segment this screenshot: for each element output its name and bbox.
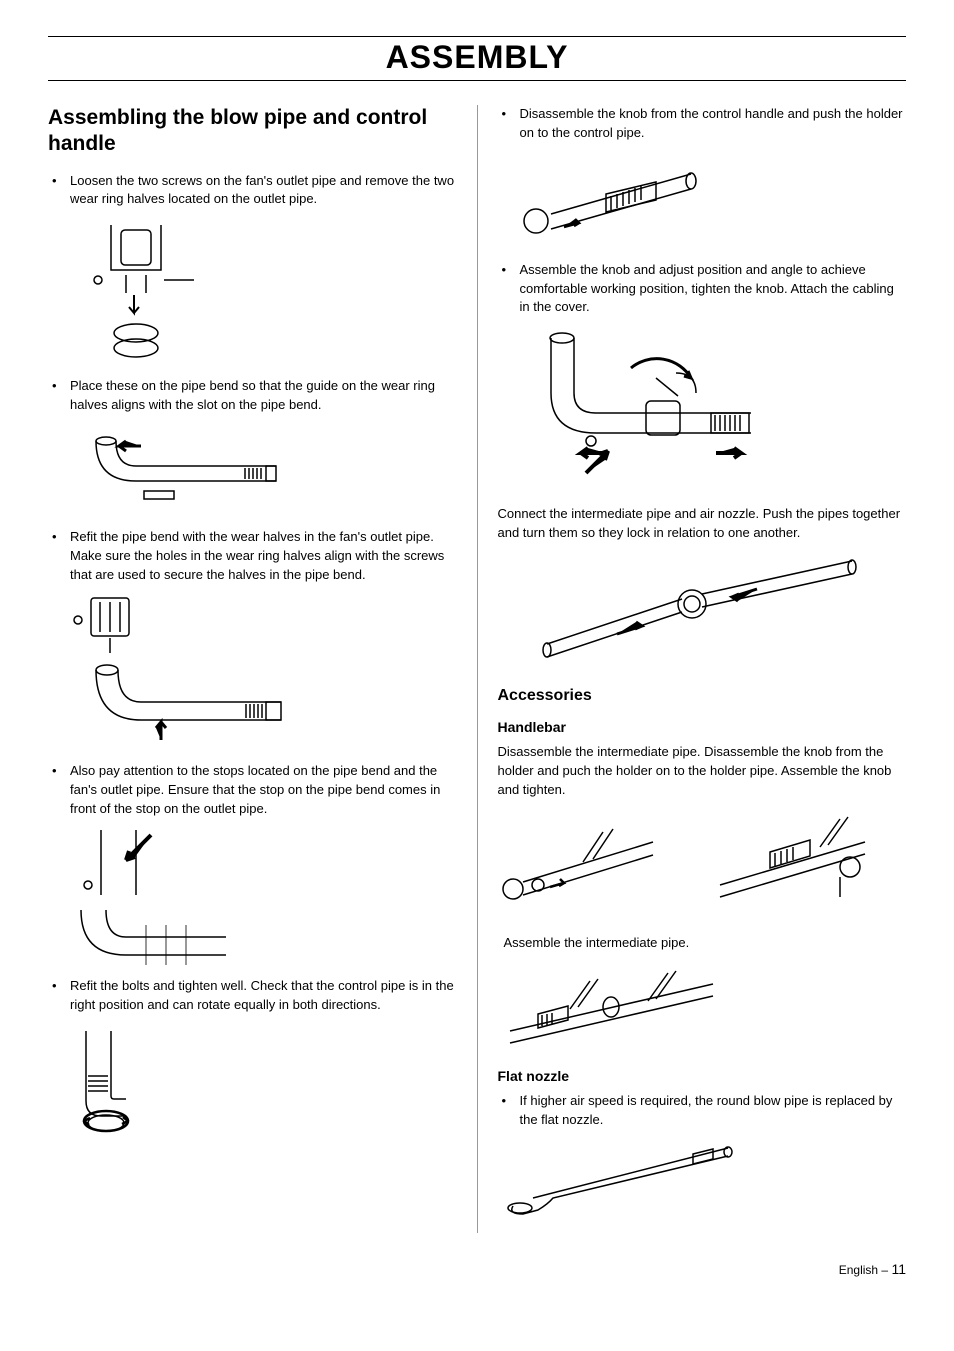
right-column: • Disassemble the knob from the control … bbox=[477, 105, 907, 1233]
bullet-icon: • bbox=[498, 1092, 520, 1130]
footer-sep: – bbox=[881, 1263, 888, 1277]
step-text: Assemble the knob and adjust position an… bbox=[520, 261, 907, 318]
list-item: • Disassemble the knob from the control … bbox=[498, 105, 907, 143]
page-title: ASSEMBLY bbox=[48, 39, 906, 81]
list-item: • Assemble the knob and adjust position … bbox=[498, 261, 907, 318]
figure-pipe-bend bbox=[66, 421, 457, 516]
list-item: • Refit the pipe bend with the wear halv… bbox=[48, 528, 457, 585]
diagram-icon bbox=[66, 421, 296, 516]
left-steps: • Place these on the pipe bend so that t… bbox=[48, 377, 457, 415]
assemble-intermediate-text: Assemble the intermediate pipe. bbox=[504, 934, 907, 953]
figure-handlebar-2 bbox=[710, 807, 906, 922]
figure-rotate bbox=[66, 1021, 457, 1141]
left-column: Assembling the blow pipe and control han… bbox=[48, 105, 477, 1233]
list-item: • Place these on the pipe bend so that t… bbox=[48, 377, 457, 415]
diagram-icon bbox=[516, 149, 716, 249]
flat-nozzle-heading: Flat nozzle bbox=[498, 1068, 907, 1084]
diagram-icon bbox=[66, 1021, 146, 1141]
step-text: Also pay attention to the stops located … bbox=[70, 762, 457, 819]
step-text: Refit the pipe bend with the wear halves… bbox=[70, 528, 457, 585]
list-item: • Loosen the two screws on the fan's out… bbox=[48, 172, 457, 210]
bullet-icon: • bbox=[48, 528, 70, 585]
figure-stops bbox=[66, 825, 457, 965]
diagram-icon bbox=[498, 959, 728, 1054]
footer-lang: English bbox=[839, 1263, 878, 1277]
footer-page-number: 11 bbox=[891, 1261, 906, 1277]
top-rule bbox=[48, 36, 906, 37]
content-columns: Assembling the blow pipe and control han… bbox=[48, 105, 906, 1233]
figure-disassemble-knob bbox=[516, 149, 907, 249]
right-steps: • Assemble the knob and adjust position … bbox=[498, 261, 907, 318]
bullet-icon: • bbox=[48, 172, 70, 210]
right-steps: • Disassemble the knob from the control … bbox=[498, 105, 907, 143]
diagram-icon bbox=[66, 825, 236, 965]
step-text: Disassemble the knob from the control ha… bbox=[520, 105, 907, 143]
figure-refit-bend bbox=[66, 590, 457, 750]
step-text: Loosen the two screws on the fan's outle… bbox=[70, 172, 457, 210]
left-steps: • Refit the bolts and tighten well. Chec… bbox=[48, 977, 457, 1015]
step-text: Refit the bolts and tighten well. Check … bbox=[70, 977, 457, 1015]
figure-assemble-intermediate bbox=[498, 959, 907, 1054]
diagram-icon bbox=[516, 323, 766, 493]
bullet-icon: • bbox=[498, 261, 520, 318]
figure-assemble-knob bbox=[516, 323, 907, 493]
figure-connect-pipes bbox=[498, 549, 907, 669]
figure-handlebar-1 bbox=[498, 807, 694, 922]
bullet-icon: • bbox=[498, 105, 520, 143]
handlebar-text: Disassemble the intermediate pipe. Disas… bbox=[498, 743, 907, 800]
left-steps: • Loosen the two screws on the fan's out… bbox=[48, 172, 457, 210]
diagram-icon bbox=[532, 549, 872, 669]
step-text: Place these on the pipe bend so that the… bbox=[70, 377, 457, 415]
step-text: If higher air speed is required, the rou… bbox=[520, 1092, 907, 1130]
list-item: • If higher air speed is required, the r… bbox=[498, 1092, 907, 1130]
section-heading-assembly: Assembling the blow pipe and control han… bbox=[48, 105, 457, 158]
list-item: • Refit the bolts and tighten well. Chec… bbox=[48, 977, 457, 1015]
bullet-icon: • bbox=[48, 762, 70, 819]
figure-handlebar-row bbox=[498, 807, 907, 922]
left-steps: • Also pay attention to the stops locate… bbox=[48, 762, 457, 819]
figure-flat-nozzle bbox=[498, 1136, 907, 1221]
accessories-heading: Accessories bbox=[498, 687, 907, 705]
list-item: • Also pay attention to the stops locate… bbox=[48, 762, 457, 819]
diagram-icon bbox=[66, 590, 296, 750]
diagram-icon bbox=[498, 1136, 748, 1221]
connect-text: Connect the intermediate pipe and air no… bbox=[498, 505, 907, 543]
diagram-icon bbox=[66, 215, 206, 365]
page-footer: English – 11 bbox=[48, 1261, 906, 1277]
flat-nozzle-steps: • If higher air speed is required, the r… bbox=[498, 1092, 907, 1130]
handlebar-heading: Handlebar bbox=[498, 719, 907, 735]
figure-outlet-pipe bbox=[66, 215, 457, 365]
bullet-icon: • bbox=[48, 377, 70, 415]
left-steps: • Refit the pipe bend with the wear halv… bbox=[48, 528, 457, 585]
bullet-icon: • bbox=[48, 977, 70, 1015]
